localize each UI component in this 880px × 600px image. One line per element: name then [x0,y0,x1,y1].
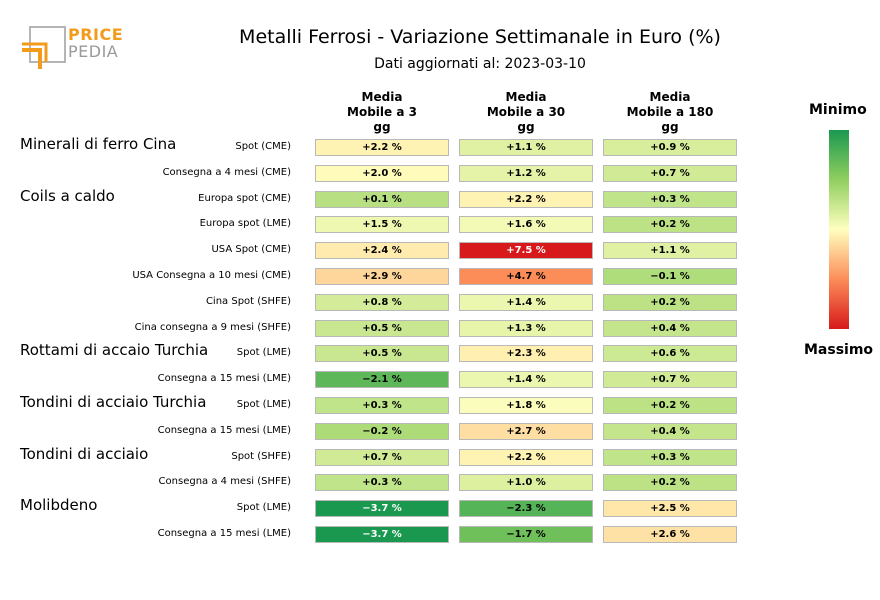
row-label: Consegna a 15 mesi (LME) [157,424,291,436]
row-label: Europa spot (CME) [198,192,291,204]
heatmap-cell: +2.3 % [459,345,593,363]
logo-text: PRICE PEDIA [68,26,123,60]
heatmap-cell: +0.2 % [603,397,737,414]
scale-max-label: Massimo [804,342,874,358]
heatmap-cell: +2.4 % [315,242,449,260]
column-header-line: Media [649,90,691,104]
heatmap-cell: −1.7 % [459,526,593,543]
heatmap-cell: −3.7 % [315,500,449,518]
column-header-line: Mobile a 180 [626,105,714,119]
group-label: Minerali di ferro Cina [20,135,177,153]
row-label: Consegna a 15 mesi (LME) [157,528,291,539]
heatmap-cell: +0.7 % [315,448,449,466]
heatmap-cell: +7.5 % [459,242,593,260]
heatmap-cell: +1.5 % [315,216,449,234]
heatmap-cell: +2.7 % [459,422,593,440]
heatmap-cell: +1.1 % [603,242,737,260]
heatmap-cell: +1.6 % [459,216,593,234]
heatmap-cell: +0.5 % [315,345,449,363]
heatmap-cell: +1.0 % [459,474,593,492]
logo-line2: PEDIA [68,42,119,61]
column-header-line: Media [361,90,403,104]
heatmap-cell: +2.2 % [315,139,449,156]
heatmap-cell: −3.7 % [315,526,449,543]
heatmap-cell: +2.2 % [459,190,593,208]
row-label: Spot (SHFE) [231,450,291,462]
heatmap-cell: +1.4 % [459,293,593,311]
heatmap-cell: +1.3 % [459,319,593,337]
column-header-30gg: Media Mobile a 30 gg [459,90,593,135]
row-label: Spot (LME) [236,399,291,410]
heatmap-cell: +4.7 % [459,268,593,285]
chart-subtitle: Dati aggiornati al: 2023-03-10 [374,56,586,72]
heatmap-cell: +2.5 % [603,500,737,518]
row-label: Cina Spot (SHFE) [205,295,291,307]
heatmap-cell: +2.9 % [315,268,449,285]
row-label: Spot (LME) [236,347,291,359]
heatmap-cell: +0.3 % [315,474,449,492]
group-label: Tondini di acciaio Turchia [20,393,207,411]
heatmap-cell: +0.2 % [603,216,737,234]
column-header-line: gg [661,120,679,134]
heatmap-cell: +2.0 % [315,164,449,182]
heatmap-cell: +0.2 % [603,474,737,492]
column-header-line: Media [505,90,547,104]
heatmap-cell: +0.8 % [315,293,449,311]
column-header-line: gg [517,120,535,134]
heatmap-cell: −2.1 % [315,371,449,389]
heatmap-cell: +0.3 % [603,448,737,466]
heatmap-cell: +0.7 % [603,164,737,182]
heatmap-cell: +0.7 % [603,371,737,389]
heatmap-cell: +1.8 % [459,397,593,414]
row-label: USA Consegna a 10 mesi (CME) [132,270,291,281]
row-label: Cina consegna a 9 mesi (SHFE) [134,321,291,333]
scale-min-label: Minimo [809,102,867,118]
heatmap-cell: +0.9 % [603,139,737,156]
column-header-line: gg [373,120,391,134]
group-label: Coils a caldo [20,186,115,205]
row-label: Consegna a 15 mesi (LME) [157,373,291,385]
heatmap-cell: −2.3 % [459,500,593,518]
logo-line1: PRICE [68,25,124,44]
heatmap-cell: −0.1 % [603,268,737,285]
row-label: Spot (LME) [236,502,291,514]
column-header-line: Mobile a 3 [347,105,417,119]
heatmap-cell: +0.5 % [315,319,449,337]
heatmap-cell: +1.4 % [459,371,593,389]
column-header-3gg: Media Mobile a 3 gg [315,90,449,135]
color-scale-bar [829,130,849,329]
heatmap-cell: −0.2 % [315,422,449,440]
heatmap-cell: +2.2 % [459,448,593,466]
heatmap-cell: +2.6 % [603,526,737,543]
heatmap-cell: +1.1 % [459,139,593,156]
pricepedia-logo-icon [22,26,66,69]
heatmap-cell: +0.4 % [603,422,737,440]
heatmap-cell: +0.6 % [603,345,737,363]
group-label: Rottami di accaio Turchia [20,341,209,360]
chart-title: Metalli Ferrosi - Variazione Settimanale… [239,26,721,48]
row-label: Europa spot (LME) [199,218,291,230]
group-label: Tondini di acciaio [20,444,149,463]
heatmap-cell: +0.4 % [603,319,737,337]
row-label: Consegna a 4 mesi (SHFE) [158,476,291,488]
column-header-line: Mobile a 30 [486,105,566,119]
column-header-180gg: Media Mobile a 180 gg [603,90,737,135]
heatmap-cell: +0.3 % [603,190,737,208]
heatmap-cell: +0.3 % [315,397,449,414]
row-label: USA Spot (CME) [211,244,291,256]
row-label: Spot (CME) [235,141,291,152]
heatmap-cell: +1.2 % [459,164,593,182]
group-label: Molibdeno [20,496,98,515]
heatmap-cell: +0.1 % [315,190,449,208]
heatmap-cell: +0.2 % [603,293,737,311]
row-label: Consegna a 4 mesi (CME) [162,166,291,178]
